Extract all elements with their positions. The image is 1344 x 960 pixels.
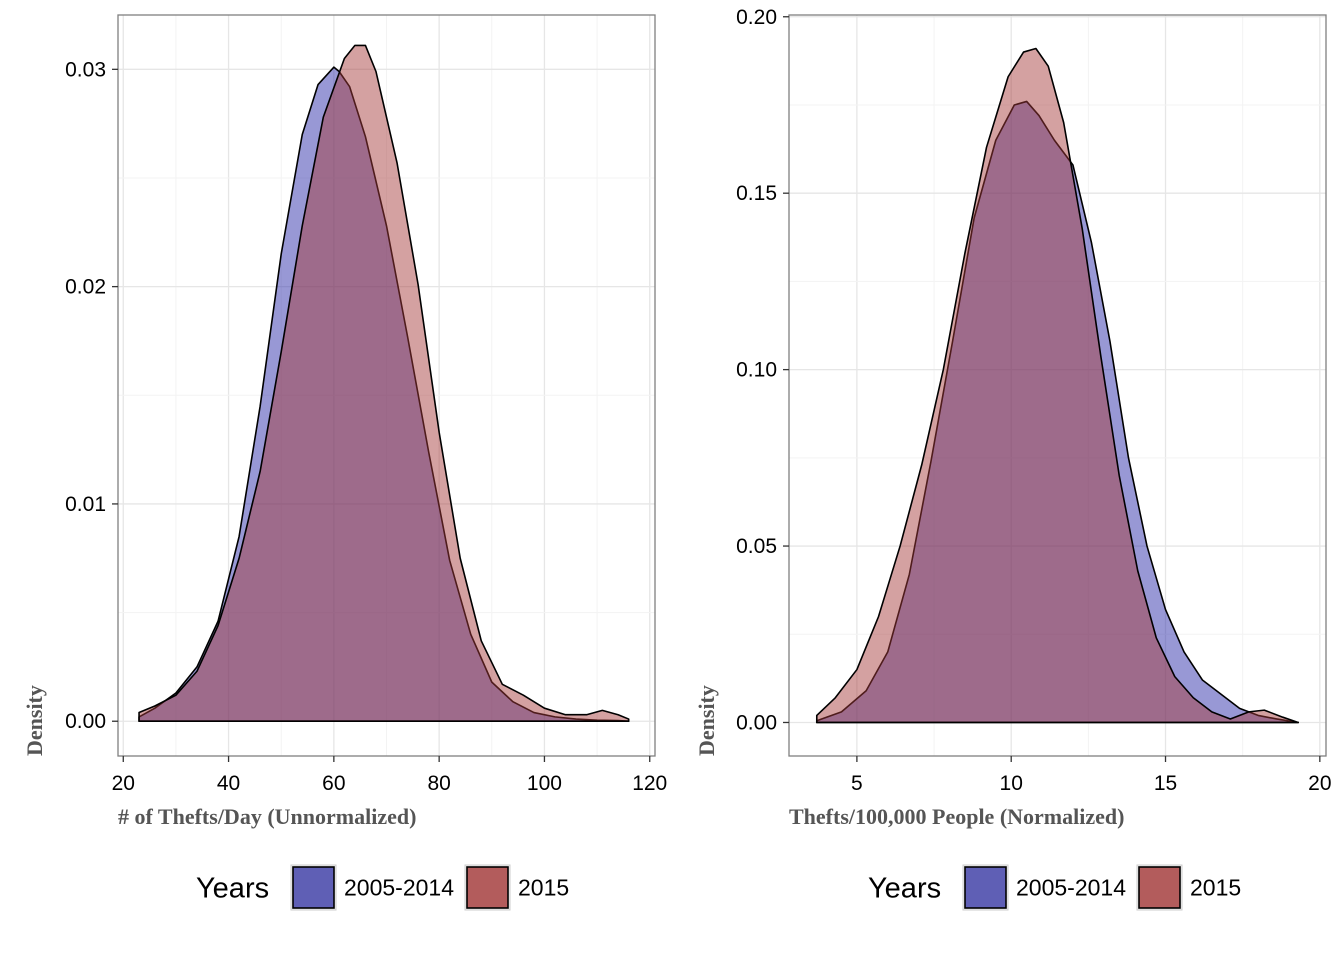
chart-0-x-tick-label: 80: [427, 772, 450, 795]
chart-0-x-tick-label: 120: [632, 772, 667, 795]
chart-1-x-tick-label: 5: [851, 772, 863, 795]
chart-0-y-axis-title: Density: [22, 685, 47, 756]
chart-1-legend-label-2015: 2015: [1190, 875, 1241, 901]
chart-0-x-tick-label: 100: [527, 772, 562, 795]
chart-1-series-2005-2014-area: [815, 100, 1300, 724]
chart-0-x-axis-title: # of Thefts/Day (Unnormalized): [118, 804, 416, 829]
chart-0-legend: Years 2005-2014 2015: [196, 864, 569, 911]
chart-0-y-tick-label: 0.02: [65, 276, 106, 299]
chart-1-legend-swatch-2015: [1138, 866, 1181, 909]
chart-1-y-axis-title: Density: [694, 685, 719, 756]
chart-1-legend-label-2005-2014: 2005-2014: [1016, 875, 1126, 901]
chart-0-y-tick-label: 0.03: [65, 58, 106, 81]
chart-1-y-tick-label: 0.15: [736, 182, 777, 205]
chart-1-x-tick-label: 15: [1154, 772, 1177, 795]
chart-1-grid: [789, 15, 1326, 756]
chart-1-y-tick-label: 0.05: [736, 535, 777, 558]
density-chart-unnormalized: 20 40 60 80 100 120 0.00 0.01 0.02 0.03 # of Theft…: [22, 14, 667, 911]
chart-0-x-tick-label: 40: [217, 772, 240, 795]
chart-1-plot-border: [788, 14, 1327, 757]
chart-0-x-tick-label: 60: [322, 772, 345, 795]
chart-1-legend-title: Years: [868, 873, 941, 905]
chart-1-legend-swatch-2005-2014: [964, 866, 1007, 909]
chart-1-x-axis-title: Thefts/100,000 People (Normalized): [789, 804, 1124, 829]
chart-1-x-tick-label: 20: [1308, 772, 1331, 795]
chart-0-x-tick-label: 20: [112, 772, 135, 795]
chart-0-legend-label-2015: 2015: [518, 875, 569, 901]
chart-1-legend: Years 2005-2014 2015: [868, 864, 1241, 911]
density-chart-normalized: 5 10 15 20 0.00 0.05 0.10 0.15 0.20 Thefts/100,00…: [694, 6, 1332, 911]
chart-0-y-tick-label: 0.01: [65, 493, 106, 516]
chart-1-plot-background: [789, 15, 1326, 756]
chart-1-y-tick-label: 0.20: [736, 6, 777, 29]
chart-1-y-tick-label: 0.00: [736, 711, 777, 734]
chart-0-legend-title: Years: [196, 873, 269, 905]
chart-0-legend-swatch-2005-2014: [292, 866, 335, 909]
chart-1-y-tick-label: 0.10: [736, 359, 777, 382]
chart-0-y-tick-label: 0.00: [65, 710, 106, 733]
chart-0-grid: [118, 15, 655, 756]
chart-0-series-2015-area: [138, 44, 630, 723]
chart-0-legend-swatch-2015: [466, 866, 509, 909]
chart-1-series-2015-area: [815, 47, 1300, 724]
chart-0-plot-border: [117, 14, 656, 757]
chart-1-x-tick-label: 10: [1000, 772, 1023, 795]
chart-0-series-2005-2014-area: [138, 66, 630, 723]
chart-0-legend-label-2005-2014: 2005-2014: [344, 875, 454, 901]
